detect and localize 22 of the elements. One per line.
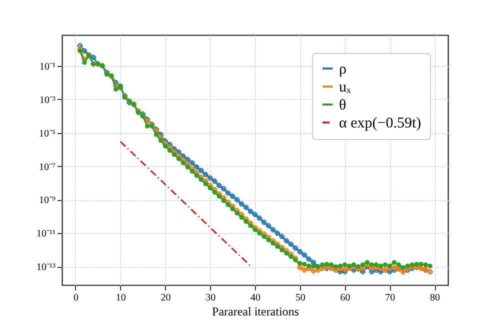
x-tick-label: 50 <box>295 292 306 304</box>
x-tick-label: 20 <box>160 292 171 304</box>
y-tick-label: 10⁻¹ <box>40 61 56 72</box>
x-tick-label: 60 <box>340 292 350 304</box>
x-axis-title: Parareal iterations <box>212 304 300 318</box>
y-tick-label: 10⁻⁵ <box>39 128 56 140</box>
x-tick-label: 10 <box>116 292 126 304</box>
y-tick-label: 10⁻¹¹ <box>36 228 56 240</box>
y-tick-label: 10⁻⁷ <box>39 162 56 173</box>
x-tick-label: 40 <box>250 292 260 304</box>
y-tick-label: 10⁻⁹ <box>39 195 56 206</box>
legend-label: ρ <box>339 62 346 78</box>
x-tick-label: 0 <box>73 292 78 304</box>
legend-label: α exp(−0.59t) <box>339 116 422 132</box>
x-tick-label: 70 <box>385 292 396 304</box>
line-series <box>120 140 252 267</box>
x-tick-label: 80 <box>430 292 440 304</box>
y-tick-label: 10⁻³ <box>40 94 56 106</box>
y-tick-label: 10⁻¹³ <box>36 262 56 274</box>
legend-label: uₓ <box>339 80 352 96</box>
x-tick-label: 30 <box>206 292 216 304</box>
legend-label: θ <box>339 98 346 114</box>
